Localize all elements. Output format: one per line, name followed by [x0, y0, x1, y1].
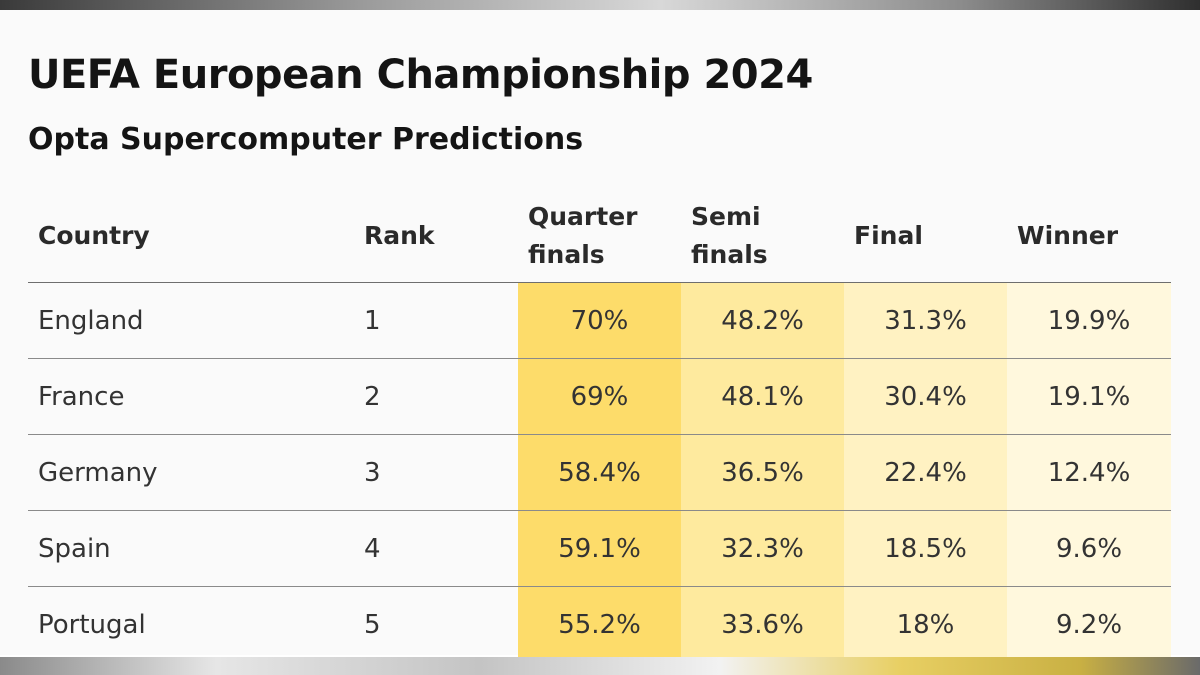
country-cell: France — [38, 381, 125, 412]
table-row: Germany 3 58.4% 36.5% 22.4% 12.4% — [28, 435, 1171, 511]
table-row: France 2 69% 48.1% 30.4% 19.1% — [28, 359, 1171, 435]
final-cell: 31.3% — [844, 283, 1007, 358]
country-cell: Portugal — [38, 609, 146, 640]
header-final: Final — [854, 221, 923, 250]
chart-card: UEFA European Championship 2024 Opta Sup… — [0, 10, 1200, 663]
table-row: Portugal 5 55.2% 33.6% 18% 9.2% — [28, 587, 1171, 663]
final-cell: 30.4% — [844, 359, 1007, 434]
rank-cell: 2 — [364, 381, 381, 412]
quarter-finals-cell: 70% — [518, 283, 681, 358]
semi-finals-cell: 48.1% — [681, 359, 844, 434]
rank-cell: 4 — [364, 533, 381, 564]
table-row: Spain 4 59.1% 32.3% 18.5% 9.6% — [28, 511, 1171, 587]
bottom-photo-strip — [0, 657, 1200, 675]
semi-finals-cell: 36.5% — [681, 435, 844, 510]
header-winner: Winner — [1017, 221, 1119, 250]
chart-subtitle: Opta Supercomputer Predictions — [28, 122, 584, 157]
chart-title: UEFA European Championship 2024 — [28, 52, 813, 98]
final-cell: 18% — [844, 587, 1007, 662]
quarter-finals-cell: 58.4% — [518, 435, 681, 510]
rank-cell: 1 — [364, 305, 381, 336]
country-cell: Germany — [38, 457, 158, 488]
header-quarter-finals: Quarter finals — [528, 202, 638, 269]
rank-cell: 3 — [364, 457, 381, 488]
semi-finals-cell: 32.3% — [681, 511, 844, 586]
header-rank: Rank — [364, 221, 435, 250]
table-row: England 1 70% 48.2% 31.3% 19.9% — [28, 283, 1171, 359]
quarter-finals-cell: 59.1% — [518, 511, 681, 586]
predictions-table: Country Rank Quarter finals Semi finals … — [28, 190, 1171, 663]
header-semi-finals: Semi finals — [691, 202, 768, 269]
table-header-row: Country Rank Quarter finals Semi finals … — [28, 190, 1171, 283]
winner-cell: 19.1% — [1007, 359, 1171, 434]
final-cell: 22.4% — [844, 435, 1007, 510]
top-photo-strip — [0, 0, 1200, 10]
final-cell: 18.5% — [844, 511, 1007, 586]
winner-cell: 12.4% — [1007, 435, 1171, 510]
quarter-finals-cell: 55.2% — [518, 587, 681, 662]
quarter-finals-cell: 69% — [518, 359, 681, 434]
winner-cell: 19.9% — [1007, 283, 1171, 358]
country-cell: Spain — [38, 533, 111, 564]
winner-cell: 9.6% — [1007, 511, 1171, 586]
header-country: Country — [38, 221, 150, 250]
semi-finals-cell: 33.6% — [681, 587, 844, 662]
rank-cell: 5 — [364, 609, 381, 640]
country-cell: England — [38, 305, 144, 336]
semi-finals-cell: 48.2% — [681, 283, 844, 358]
winner-cell: 9.2% — [1007, 587, 1171, 662]
